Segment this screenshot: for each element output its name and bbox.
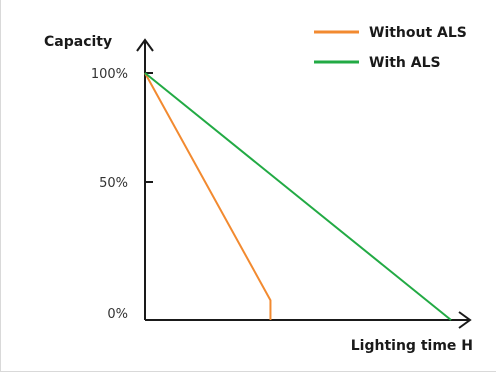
series-line-with-als <box>144 72 452 321</box>
series-line-without-als <box>144 72 272 320</box>
legend-label-with-als: With ALS <box>369 55 441 71</box>
y-tick-label-0: 0% <box>107 307 128 322</box>
y-axis-arrow <box>136 38 154 52</box>
x-axis-title: Lighting time H <box>351 338 473 354</box>
legend-label-without-als: Without ALS <box>369 25 467 41</box>
y-tick-label-100: 100% <box>91 67 128 82</box>
y-axis-title: Capacity <box>44 34 112 50</box>
x-axis-arrow <box>458 311 472 329</box>
legend: Without ALS With ALS <box>314 25 467 71</box>
y-tick-label-50: 50% <box>99 176 128 191</box>
